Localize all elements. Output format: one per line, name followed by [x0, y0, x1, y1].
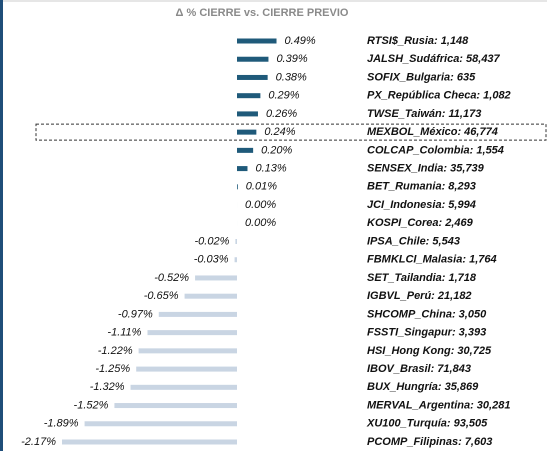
category-label: BET_Rumania: 8,293: [367, 181, 476, 193]
category-label: MEXBOL_México: 46,774: [367, 126, 498, 138]
category-label: JALSH_Sudáfrica: 58,437: [367, 53, 501, 65]
bar: [184, 293, 237, 299]
bar: [234, 257, 237, 263]
value-label: -0.52%: [154, 272, 189, 284]
category-label: JCI_Indonesia: 5,994: [367, 199, 476, 211]
bar: [235, 239, 237, 244]
bar: [237, 111, 258, 117]
category-label: HSI_Hong Kong: 30,725: [367, 345, 492, 357]
bar: [138, 348, 237, 354]
bar: [237, 56, 269, 62]
value-label: 0.20%: [261, 144, 292, 156]
chart-title: Δ % CIERRE vs. CIERRE PREVIO: [176, 7, 349, 19]
value-label: -0.97%: [118, 308, 153, 320]
value-label: -1.22%: [98, 345, 133, 357]
bar: [195, 275, 237, 281]
category-label: RTSI$_Rusia: 1,148: [367, 35, 469, 47]
bar: [237, 93, 261, 99]
value-label: 0.00%: [245, 217, 276, 229]
category-label: IGBVL_Perú: 21,182: [367, 290, 472, 302]
value-label: 0.26%: [266, 108, 297, 120]
highlight-box: [35, 123, 547, 141]
category-label: PX_República Checa: 1,082: [367, 90, 511, 102]
bar: [237, 74, 268, 80]
category-label: PCOMP_Filipinas: 7,603: [367, 436, 492, 448]
bar: [84, 421, 237, 427]
category-label: SET_Tailandia: 1,718: [367, 272, 477, 284]
category-label: BUX_Hungría: 35,869: [367, 381, 479, 393]
value-label: -0.03%: [194, 254, 229, 266]
bar: [237, 184, 238, 190]
bar: [158, 311, 237, 317]
category-label: SOFIX_Bulgaria: 635: [367, 71, 476, 83]
value-label: 0.13%: [255, 162, 286, 174]
bar: [237, 147, 254, 153]
value-label: -1.32%: [90, 381, 125, 393]
value-label: 0.38%: [276, 71, 307, 83]
value-label: 0.01%: [246, 181, 277, 193]
value-label: 0.49%: [285, 35, 316, 47]
value-label: 0.00%: [245, 199, 276, 211]
category-label: MERVAL_Argentina: 30,281: [367, 399, 510, 411]
value-label: 0.39%: [276, 53, 307, 65]
bar: [237, 129, 257, 135]
bar: [147, 330, 237, 336]
bar: [237, 38, 277, 44]
category-label: IPSA_Chile: 5,543: [367, 235, 460, 247]
value-label: -1.25%: [95, 363, 130, 375]
category-label: COLCAP_Colombia: 1,554: [367, 144, 504, 156]
category-label: SENSEX_India: 35,739: [367, 162, 485, 174]
bar: [237, 166, 248, 172]
category-label: FSSTI_Singapur: 3,393: [367, 327, 486, 339]
value-label: -1.89%: [44, 418, 79, 430]
bar: [62, 439, 237, 445]
value-label: -2.17%: [21, 436, 56, 448]
bar: [130, 384, 237, 390]
value-label: -1.11%: [107, 327, 141, 339]
value-label: -1.52%: [74, 399, 109, 411]
value-label: -0.65%: [144, 290, 179, 302]
category-label: SHCOMP_China: 3,050: [367, 308, 487, 320]
category-label: IBOV_Brasil: 71,843: [367, 363, 471, 375]
category-label: XU100_Turquía: 93,505: [366, 418, 488, 430]
bar: [114, 403, 237, 409]
value-label: -0.02%: [195, 235, 230, 247]
category-label: KOSPI_Corea: 2,469: [367, 217, 474, 229]
value-label: 0.24%: [264, 126, 295, 138]
left-border: [0, 0, 3, 451]
category-label: FBMKLCI_Malasia: 1,764: [367, 254, 497, 266]
value-label: 0.29%: [268, 90, 299, 102]
category-label: TWSE_Taiwán: 11,173: [367, 108, 481, 120]
bar: [136, 366, 237, 372]
